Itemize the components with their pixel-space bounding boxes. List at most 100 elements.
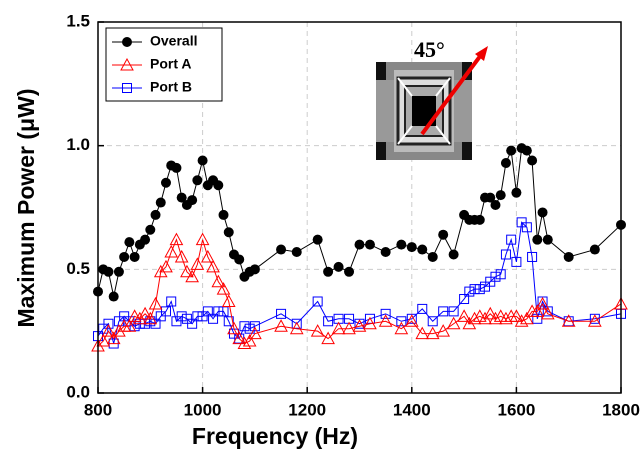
marker — [213, 306, 224, 317]
marker — [232, 331, 247, 345]
marker — [124, 237, 135, 248]
marker — [474, 284, 485, 295]
marker — [344, 266, 355, 277]
marker — [148, 296, 163, 310]
marker — [221, 294, 236, 307]
inset-image — [376, 46, 488, 160]
marker — [394, 321, 409, 335]
annotation: 45° — [414, 37, 445, 62]
marker — [406, 242, 417, 253]
marker — [122, 319, 137, 332]
marker — [321, 331, 335, 345]
marker — [122, 37, 132, 47]
marker — [101, 324, 116, 337]
marker — [352, 319, 367, 332]
marker — [138, 306, 152, 320]
series — [91, 232, 628, 352]
marker — [312, 234, 323, 245]
marker — [248, 326, 262, 340]
marker — [446, 316, 461, 330]
marker — [467, 311, 482, 325]
marker — [485, 192, 496, 203]
marker — [459, 294, 470, 305]
y-axis-label: Maximum Power (μW) — [13, 89, 39, 328]
marker — [218, 209, 229, 220]
marker — [436, 324, 451, 337]
marker — [331, 321, 346, 335]
marker — [342, 321, 356, 335]
marker — [216, 282, 231, 295]
marker — [174, 249, 189, 263]
marker — [464, 286, 475, 297]
marker — [427, 251, 438, 262]
marker — [500, 157, 511, 168]
marker — [462, 316, 477, 330]
legend-label: Overall — [150, 33, 197, 49]
marker — [192, 311, 203, 322]
marker — [514, 314, 529, 327]
marker — [323, 266, 334, 277]
marker — [180, 264, 194, 278]
marker — [185, 269, 199, 283]
marker — [527, 155, 538, 166]
marker — [106, 331, 121, 345]
marker — [127, 309, 142, 322]
marker — [561, 314, 576, 327]
marker — [211, 274, 226, 288]
x-tick-label: 1800 — [602, 400, 640, 419]
marker — [206, 259, 220, 273]
marker — [113, 266, 124, 277]
marker — [164, 244, 179, 258]
marker — [500, 249, 511, 260]
y-tick-label: 0.5 — [66, 259, 90, 278]
marker — [187, 195, 198, 206]
marker — [176, 311, 187, 322]
marker — [143, 311, 158, 325]
marker — [200, 249, 215, 263]
marker — [103, 266, 114, 277]
x-tick-label: 1200 — [288, 400, 326, 419]
marker — [166, 296, 177, 307]
marker — [537, 207, 548, 218]
marker — [249, 264, 260, 275]
marker — [380, 308, 391, 319]
y-tick-label: 1.0 — [66, 135, 90, 154]
marker — [589, 244, 600, 255]
marker — [145, 224, 156, 235]
marker — [354, 239, 365, 250]
marker — [490, 200, 501, 211]
marker — [532, 234, 543, 245]
marker — [129, 251, 140, 262]
marker — [289, 321, 304, 335]
marker — [155, 197, 166, 208]
marker — [239, 321, 250, 332]
marker — [234, 254, 245, 265]
marker — [223, 227, 234, 238]
marker — [488, 311, 503, 325]
marker — [511, 187, 522, 198]
x-tick-label: 1400 — [393, 400, 431, 419]
marker — [197, 155, 208, 166]
x-axis-label: Frequency (Hz) — [192, 423, 358, 449]
marker — [249, 321, 260, 332]
marker — [140, 234, 151, 245]
series — [93, 143, 626, 302]
plot-frame — [97, 21, 622, 394]
marker — [202, 306, 213, 317]
series — [93, 217, 626, 349]
marker — [509, 309, 524, 322]
marker — [323, 316, 334, 327]
marker — [274, 319, 288, 332]
marker — [404, 314, 419, 327]
marker — [448, 249, 459, 260]
marker — [448, 306, 459, 317]
marker — [472, 309, 487, 322]
marker — [160, 306, 171, 317]
marker — [588, 314, 602, 327]
marker — [469, 284, 480, 295]
marker — [427, 316, 438, 327]
marker — [192, 175, 203, 186]
marker — [363, 316, 377, 330]
marker — [364, 239, 375, 250]
